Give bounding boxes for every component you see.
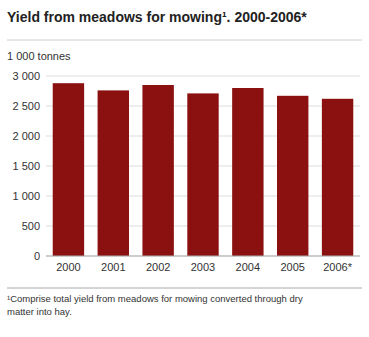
y-axis-label: 1 000 tonnes <box>7 50 71 62</box>
bar <box>277 96 308 256</box>
bar <box>187 93 218 256</box>
y-tick-label: 1 000 <box>12 190 40 202</box>
footnote: ¹Comprise total yield from meadows for m… <box>7 293 303 317</box>
grid-line <box>46 76 360 77</box>
x-tick-label: 2006* <box>323 261 352 273</box>
x-tick-label: 2001 <box>101 261 125 273</box>
grid-line <box>46 256 360 257</box>
footnote-rule <box>7 288 362 289</box>
bar <box>98 90 129 256</box>
x-tick-label: 2003 <box>191 261 215 273</box>
x-tick-label: 2005 <box>280 261 304 273</box>
y-tick-label: 3 000 <box>12 70 40 82</box>
y-tick-label: 2 500 <box>12 100 40 112</box>
chart-container: Yield from meadows for mowing¹. 2000-200… <box>0 0 369 337</box>
x-tick-label: 2002 <box>146 261 170 273</box>
y-tick-label: 500 <box>22 220 40 232</box>
grid <box>46 76 360 256</box>
bar <box>142 85 173 256</box>
y-tick-label: 1 500 <box>12 160 40 172</box>
title: Yield from meadows for mowing¹. 2000-200… <box>7 9 307 25</box>
x-tick-label: 2000 <box>56 261 80 273</box>
y-tick-label: 2 000 <box>12 130 40 142</box>
bar <box>53 83 84 256</box>
x-axis-line <box>46 256 360 257</box>
bar <box>232 88 263 256</box>
y-tick-label: 0 <box>34 250 40 262</box>
bars <box>53 83 354 256</box>
title-rule <box>7 40 362 41</box>
chart: Yield from meadows for mowing¹. 2000-200… <box>0 0 369 337</box>
x-tick-label: 2004 <box>236 261 260 273</box>
bar <box>322 99 353 256</box>
